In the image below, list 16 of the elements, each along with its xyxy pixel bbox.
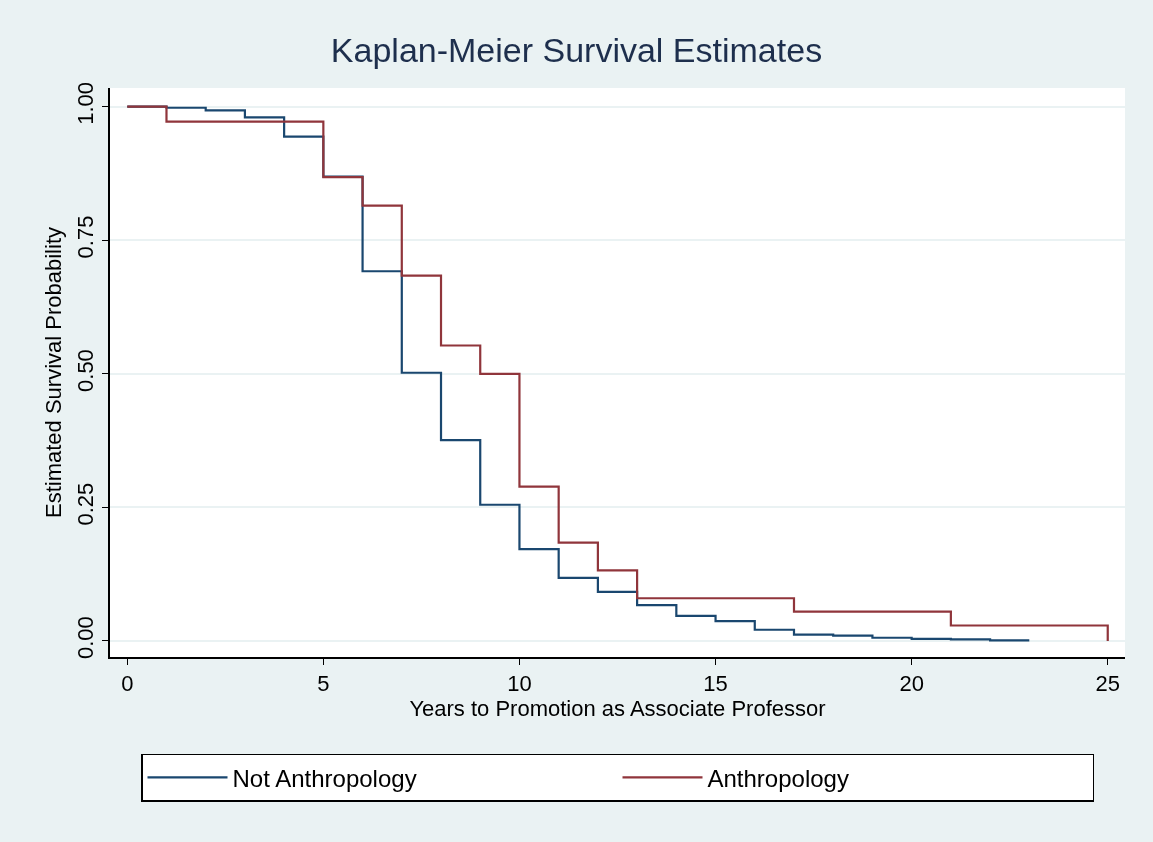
legend-label: Anthropology: [707, 764, 849, 792]
x-tick-label: 20: [899, 671, 924, 697]
legend-label: Not Anthropology: [232, 764, 417, 792]
x-tick-label: 10: [507, 671, 532, 697]
x-tick-label: 0: [121, 671, 134, 697]
y-axis-title: Estimated Survival Probability: [40, 226, 66, 519]
chart-title: Kaplan-Meier Survival Estimates: [330, 30, 823, 69]
x-axis-title: Years to Promotion as Associate Professor: [409, 696, 826, 722]
y-tick-label: 0.00: [73, 616, 99, 660]
y-tick-label: 0.25: [73, 482, 99, 526]
x-tick-label: 15: [703, 671, 728, 697]
x-tick-label: 5: [317, 671, 330, 697]
x-tick-label: 25: [1095, 671, 1120, 697]
y-tick-label: 0.50: [73, 349, 99, 392]
y-tick-label: 1.00: [73, 81, 99, 125]
y-tick-label: 0.75: [73, 215, 99, 259]
